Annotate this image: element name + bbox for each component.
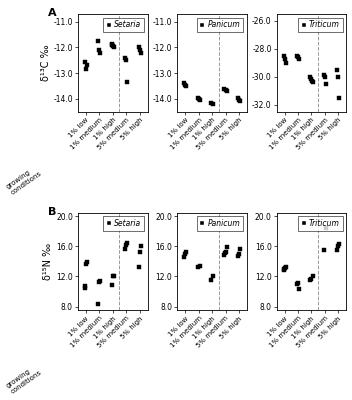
Legend: Setaria: Setaria [103,216,144,231]
Legend: Panicum: Panicum [197,18,243,32]
Legend: Triticum: Triticum [298,216,342,231]
Legend: Setaria: Setaria [103,18,144,32]
Y-axis label: δ¹³C ‰: δ¹³C ‰ [40,44,51,81]
Text: growing
conditions: growing conditions [6,164,43,196]
Text: growing
conditions: growing conditions [6,363,43,394]
Legend: Panicum: Panicum [197,216,243,231]
Legend: Triticum: Triticum [298,18,342,32]
Text: B: B [49,207,57,217]
Y-axis label: δ¹⁵N ‰: δ¹⁵N ‰ [43,243,53,280]
Text: A: A [49,8,57,18]
